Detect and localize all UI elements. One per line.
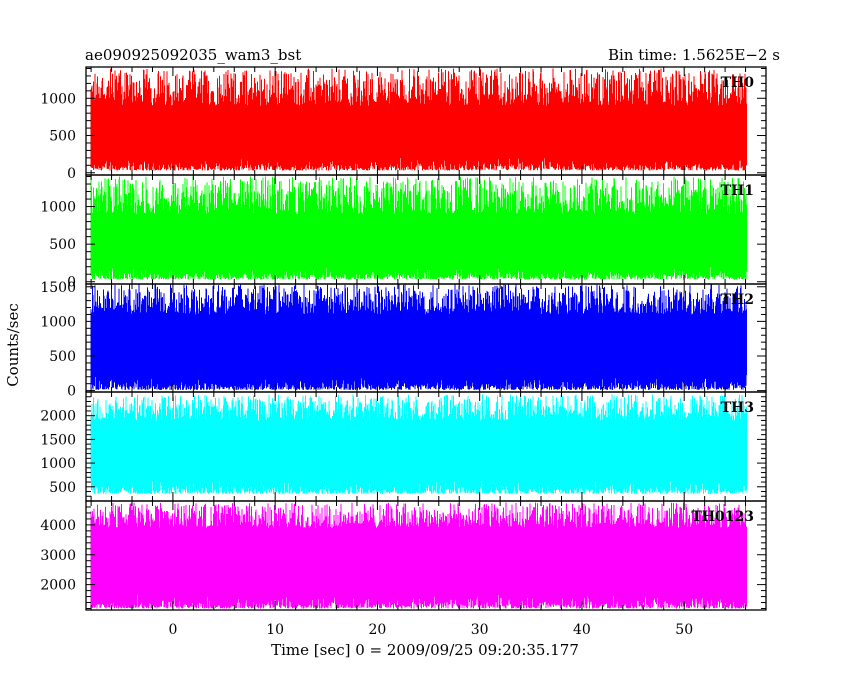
- y-tick-label: 4000: [40, 518, 76, 534]
- y-tick-label: 1000: [40, 91, 76, 107]
- y-tick-label: 2000: [40, 578, 76, 594]
- y-tick-label: 1000: [40, 200, 76, 216]
- panel-th1: 0 500 1000 TH1: [40, 174, 767, 291]
- y-tick-label: 500: [49, 237, 76, 253]
- panel-frame: [85, 500, 767, 611]
- panel-name-th0: TH0: [721, 75, 755, 91]
- y-tick-label: 500: [49, 129, 76, 145]
- panel-name-th0123: TH0123: [691, 509, 754, 525]
- y-tick-label: 500: [49, 480, 76, 496]
- panel-th0123: 2000 3000 4000 TH0123: [40, 500, 767, 611]
- y-tick-label: 1000: [40, 456, 76, 472]
- x-tick-label: 50: [675, 622, 693, 638]
- y-tick-label: 0: [67, 275, 76, 291]
- x-tick-label: 30: [471, 622, 489, 638]
- x-tick-label: 0: [168, 622, 177, 638]
- x-axis: 0 10 20 30 40 50: [168, 622, 693, 638]
- panel-name-th2: TH2: [721, 292, 754, 308]
- y-tick-label: 1000: [40, 314, 76, 330]
- y-tick-label: 0: [67, 384, 76, 400]
- series-th0: [90, 68, 747, 171]
- y-tick-label: 500: [49, 349, 76, 365]
- x-tick-label: 20: [369, 622, 387, 638]
- y-tick-label: 1500: [40, 280, 76, 296]
- y-tick-label: 0: [67, 166, 76, 182]
- panel-name-th3: TH3: [721, 400, 754, 416]
- panel-th3: 500 1000 1500 2000 TH3: [40, 391, 767, 502]
- panel-th0: 0 500 1000 TH0: [40, 66, 767, 182]
- x-axis-label: Time [sec] 0 = 2009/09/25 09:20:35.177: [271, 641, 579, 659]
- x-tick-label: 40: [573, 622, 591, 638]
- panel-name-th1: TH1: [721, 183, 754, 199]
- x-tick-label: 10: [266, 622, 284, 638]
- y-tick-label: 2000: [40, 409, 76, 425]
- y-axis-label: Counts/sec: [4, 303, 22, 387]
- series-th2: [90, 284, 747, 390]
- y-tick-label: 3000: [40, 548, 76, 564]
- series-th3: [90, 394, 747, 494]
- panels-group: 0 500 1000 TH0 0 500 1000 TH1 0 500 1000 1500 TH2 500…: [40, 66, 767, 611]
- figure-title: ae090925092035_wam3_bst: [85, 46, 301, 64]
- series-th0123: [90, 502, 747, 609]
- panel-th2: 0 500 1000 1500 TH2: [40, 280, 767, 400]
- bin-time-label: Bin time: 1.5625E−2 s: [608, 46, 780, 64]
- series-th1: [90, 176, 747, 280]
- y-tick-label: 1500: [40, 432, 76, 448]
